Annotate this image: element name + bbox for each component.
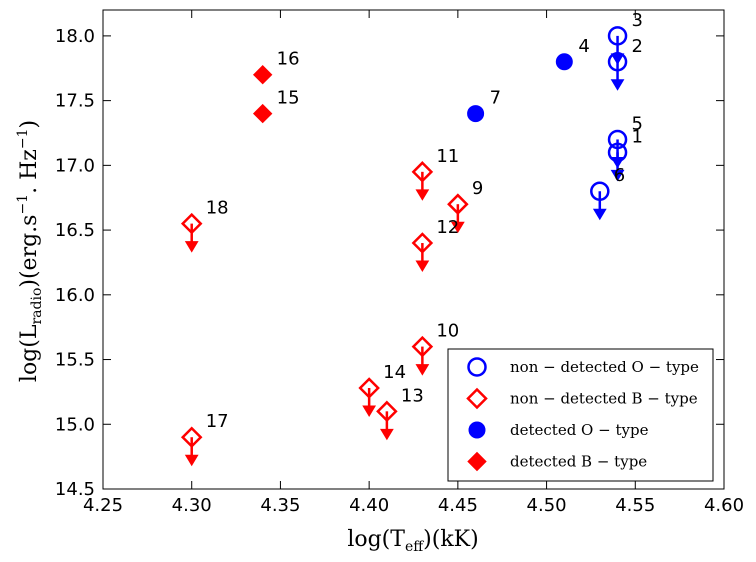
plot-border bbox=[102, 9, 725, 490]
legend-marker bbox=[468, 421, 486, 439]
x-tick-label: 4.60 bbox=[704, 495, 744, 516]
b-star-10-marker bbox=[411, 335, 434, 358]
o-star-4-marker bbox=[555, 53, 573, 71]
x-axis-title: log(Teff)(kK) bbox=[347, 527, 478, 555]
y-tick-label: 14.5 bbox=[55, 479, 95, 500]
upper-limit-arrow bbox=[415, 189, 430, 201]
legend-label: non − detected B − type bbox=[510, 390, 698, 408]
o-star-5-marker bbox=[607, 129, 628, 150]
svg-text:log(Lradio)(erg.s−1. Hz−1): log(Lradio)(erg.s−1. Hz−1) bbox=[15, 120, 45, 382]
x-tick-label: 4.25 bbox=[83, 495, 123, 516]
b-star-11-label: 11 bbox=[436, 146, 459, 167]
y-tick-label: 16.5 bbox=[55, 220, 95, 241]
upper-limit-arrow bbox=[415, 260, 430, 272]
x-tick-label: 4.50 bbox=[527, 495, 567, 516]
upper-limit-arrow bbox=[184, 454, 199, 467]
o-star-7-marker bbox=[467, 105, 485, 123]
legend: non − detected O − type non − detected B … bbox=[447, 348, 714, 482]
legend-marker bbox=[467, 451, 487, 472]
o-star-1-marker bbox=[607, 142, 628, 163]
upper-limit-arrow bbox=[610, 169, 625, 182]
upper-limit-arrow bbox=[362, 405, 377, 417]
o-star-3-label: 3 bbox=[632, 10, 643, 31]
b-star-16-label: 16 bbox=[277, 49, 300, 70]
b-star-15-marker bbox=[252, 103, 273, 124]
legend-label: detected O − type bbox=[510, 421, 649, 439]
b-star-18-label: 18 bbox=[206, 198, 229, 219]
axes: 4.25 4.30 4.35 4.40 4.45 4.50 4.55 4.60 14.5 15.0… bbox=[55, 10, 744, 516]
legend-marker bbox=[467, 357, 487, 377]
legend-box bbox=[447, 348, 714, 482]
b-star-16-marker bbox=[252, 65, 273, 85]
b-star-17-label: 17 bbox=[206, 411, 229, 432]
o-star-5-label: 5 bbox=[632, 113, 643, 134]
o-star-3-marker bbox=[607, 26, 628, 46]
o-star-1-label: 1 bbox=[632, 126, 643, 147]
b-star-13-marker bbox=[376, 400, 398, 423]
legend-label: detected B − type bbox=[510, 453, 647, 471]
b-star-10-label: 10 bbox=[436, 321, 459, 342]
upper-limit-arrow bbox=[610, 79, 625, 91]
y-tick-label: 18.0 bbox=[55, 26, 95, 47]
legend-marker bbox=[466, 387, 488, 410]
y-tick-label: 17.5 bbox=[55, 91, 95, 112]
b-star-17-marker bbox=[180, 426, 203, 448]
legend-label: non − detected O − type bbox=[510, 358, 699, 376]
b-star-11-marker bbox=[411, 161, 434, 183]
y-tick-label: 16.0 bbox=[55, 285, 95, 306]
o-star-7-label: 7 bbox=[490, 88, 501, 109]
b-star-14-marker bbox=[358, 377, 380, 399]
x-tick-label: 4.40 bbox=[349, 495, 389, 516]
y-tick-label: 17.0 bbox=[55, 155, 95, 176]
y-tick-label: 15.5 bbox=[55, 350, 95, 371]
b-star-14-label: 14 bbox=[383, 362, 406, 383]
b-star-15-label: 15 bbox=[277, 88, 300, 109]
y-tick-label: 15.0 bbox=[55, 414, 95, 435]
x-tick-label: 4.35 bbox=[260, 495, 300, 516]
x-tick-label: 4.45 bbox=[438, 495, 478, 516]
o-star-6-marker bbox=[590, 181, 610, 201]
o-star-6-label: 6 bbox=[614, 165, 625, 186]
upper-limit-arrow bbox=[184, 241, 199, 253]
b-star-9-marker bbox=[447, 193, 469, 215]
upper-limit-arrow bbox=[450, 221, 465, 234]
o-star-4-label: 4 bbox=[578, 36, 589, 57]
x-tick-label: 4.30 bbox=[172, 495, 212, 516]
b-star-9-label: 9 bbox=[472, 178, 483, 199]
b-star-13-label: 13 bbox=[401, 385, 424, 406]
y-axis-title: log(Lradio)(erg.s−1. Hz−1) bbox=[15, 120, 45, 382]
b-star-18-marker bbox=[180, 212, 203, 235]
plot-frame bbox=[102, 9, 725, 490]
upper-limit-arrow bbox=[592, 208, 607, 221]
b-star-12-label: 12 bbox=[436, 217, 459, 238]
o-star-2-marker bbox=[607, 52, 628, 72]
b-star-12-marker bbox=[411, 232, 434, 254]
x-tick-label: 4.55 bbox=[615, 495, 655, 516]
upper-limit-arrow bbox=[380, 428, 394, 441]
o-star-2-label: 2 bbox=[632, 36, 643, 57]
upper-limit-arrow bbox=[415, 364, 430, 376]
